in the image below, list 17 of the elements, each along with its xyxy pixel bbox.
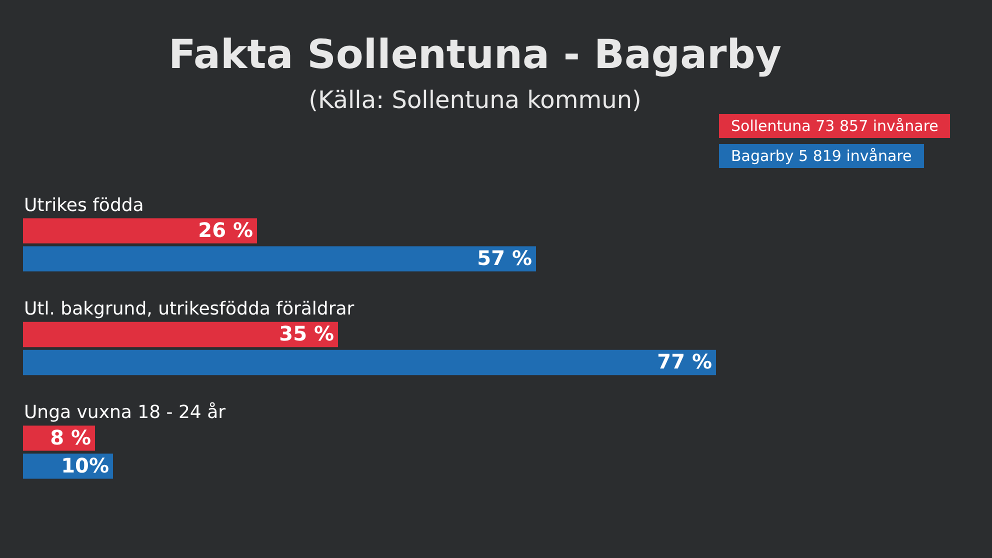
bar xyxy=(23,246,536,272)
bar xyxy=(23,218,257,244)
bar xyxy=(23,322,338,348)
text: Bagarby 5 819 invånare xyxy=(719,144,924,168)
y-tick-label: Utl. bakgrund, utrikesfödda föräldrar xyxy=(24,298,355,320)
y-tick-label: Unga vuxna 18 - 24 år xyxy=(24,402,226,424)
text: Sollentuna 73 857 invånare xyxy=(719,114,950,138)
data-label: 8 % xyxy=(50,425,91,450)
data-label: 26 % xyxy=(198,218,253,242)
bar xyxy=(23,350,716,376)
data-label: 35 % xyxy=(279,322,334,346)
data-label: 57 % xyxy=(477,246,532,270)
y-tick-label: Utrikes födda xyxy=(24,194,144,216)
chart-title: Fakta Sollentuna - Bagarby xyxy=(168,32,782,78)
data-label: 10% xyxy=(61,453,109,478)
chart-subtitle: (Källa: Sollentuna kommun) xyxy=(308,86,642,114)
data-label: 77 % xyxy=(657,350,712,374)
